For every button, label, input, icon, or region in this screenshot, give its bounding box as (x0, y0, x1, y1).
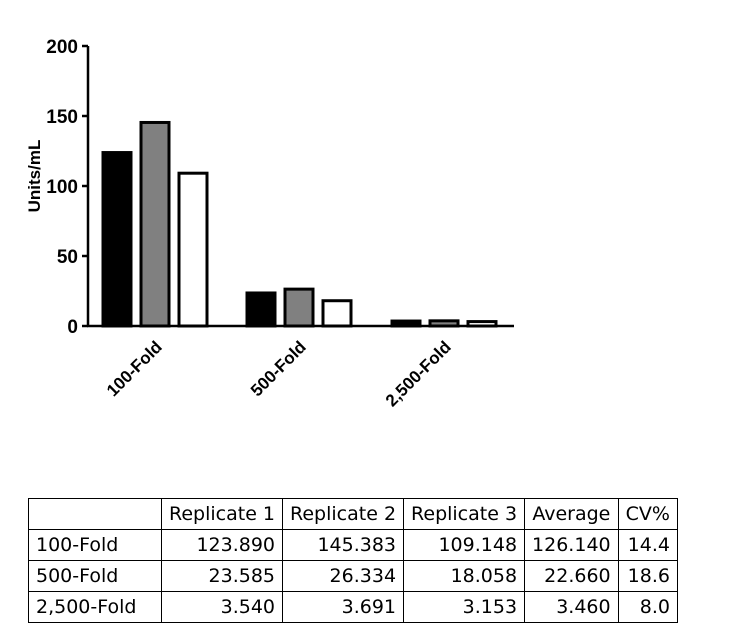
table-header-cell: Replicate 2 (282, 498, 405, 530)
table-cell: 8.0 (617, 591, 678, 623)
table-cell: 26.334 (282, 560, 405, 592)
table-cell: 3.153 (403, 591, 526, 623)
bar-2-500-fold-replicate-2 (428, 319, 460, 328)
y-tick-label: 150 (46, 107, 78, 128)
bar-100-fold-replicate-1 (101, 151, 133, 328)
x-category-label: 100-Fold (103, 337, 166, 400)
table-cell: 18.6 (617, 560, 678, 592)
bar-100-fold-replicate-2 (139, 120, 171, 328)
table-header-row: Replicate 1 Replicate 2 Replicate 3 Aver… (28, 498, 678, 530)
chart-labels: 0 50 100 150 200 Units/mL 100-Fold 500-Fold 2,50… (25, 37, 455, 410)
bar-chart: 0 50 100 150 200 Units/mL 100-Fold 500-Fold 2,50… (25, 37, 514, 410)
table-header-cell: Average (524, 498, 619, 530)
table-cell: 14.4 (617, 529, 678, 561)
bar-2-500-fold-replicate-1 (390, 319, 422, 328)
table-header-cell: Replicate 1 (160, 498, 284, 530)
y-tick-label: 100 (46, 177, 78, 198)
table-cell: 109.148 (403, 529, 526, 561)
table-cell: 145.383 (282, 529, 405, 561)
table-cell: 3.460 (524, 591, 619, 623)
table-cell: 22.660 (524, 560, 619, 592)
table-cell: 3.691 (282, 591, 405, 623)
data-table: Replicate 1 Replicate 2 Replicate 3 Aver… (28, 498, 678, 623)
table-cell: 123.890 (160, 529, 284, 561)
table-row-label: 2,500-Fold (28, 591, 162, 623)
x-category-label: 2,500-Fold (382, 337, 455, 410)
bar-500-fold-replicate-3 (321, 299, 353, 328)
chart-bars (101, 120, 498, 328)
table-cell: 23.585 (160, 560, 284, 592)
table-header-cell (28, 498, 162, 530)
table-cell: 3.540 (160, 591, 284, 623)
bar-2-500-fold-replicate-3 (466, 320, 498, 328)
table-cell: 126.140 (524, 529, 619, 561)
y-tick-label: 50 (57, 247, 78, 268)
y-tick-label: 200 (46, 37, 78, 58)
table-row: 500-Fold 23.585 26.334 18.058 22.660 18.… (28, 560, 678, 592)
table-row-label: 500-Fold (28, 560, 162, 592)
y-axis-title: Units/mL (25, 140, 44, 213)
table-row: 2,500-Fold 3.540 3.691 3.153 3.460 8.0 (28, 591, 678, 623)
bar-500-fold-replicate-2 (283, 287, 315, 328)
table-row: 100-Fold 123.890 145.383 109.148 126.140… (28, 529, 678, 561)
bar-500-fold-replicate-1 (245, 291, 277, 328)
bar-100-fold-replicate-3 (177, 171, 209, 328)
table-header-cell: CV% (617, 498, 678, 530)
table-row-label: 100-Fold (28, 529, 162, 561)
table-cell: 18.058 (403, 560, 526, 592)
y-tick-label: 0 (67, 317, 78, 338)
x-category-label: 500-Fold (247, 337, 310, 400)
table-header-cell: Replicate 3 (403, 498, 526, 530)
